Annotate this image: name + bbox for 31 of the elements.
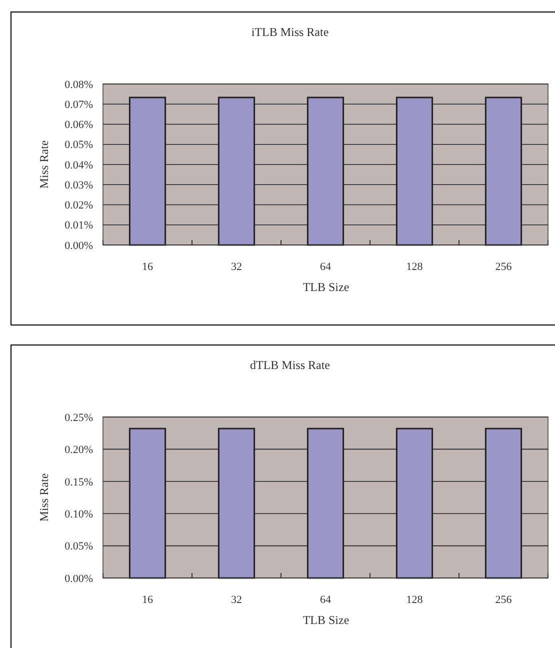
y-tick-label: 0.02% [64, 200, 93, 212]
y-tick-label: 0.04% [64, 159, 93, 172]
y-tick-label: 0.10% [64, 508, 93, 520]
x-tick-label: 32 [231, 260, 242, 273]
x-tick-label: 128 [406, 594, 424, 606]
y-tick-label: 0.25% [64, 412, 93, 424]
chart-title: dTLB Miss Rate [250, 358, 330, 372]
y-tick-label: 0.06% [64, 119, 93, 132]
y-tick-label: 0.05% [64, 139, 93, 152]
y-tick-label: 0.05% [64, 540, 93, 553]
y-axis-title: Miss Rate [37, 473, 51, 522]
x-tick-label: 256 [495, 260, 512, 273]
x-tick-label: 256 [495, 594, 512, 606]
x-tick-label: 128 [406, 260, 424, 273]
y-tick-label: 0.20% [64, 444, 93, 456]
y-tick-label: 0.00% [64, 572, 93, 585]
x-tick-label: 16 [142, 260, 154, 273]
y-tick-label: 0.07% [64, 98, 93, 111]
x-tick-label: 64 [320, 260, 332, 273]
x-axis-title: TLB Size [302, 280, 350, 294]
x-tick-label: 16 [142, 594, 154, 606]
chart-title: iTLB Miss Rate [251, 25, 329, 39]
x-tick-label: 64 [320, 594, 332, 606]
y-tick-label: 0.08% [64, 78, 93, 91]
y-tick-label: 0.00% [64, 240, 93, 252]
y-tick-label: 0.03% [64, 179, 93, 192]
y-axis-title: Miss Rate [37, 140, 51, 189]
y-tick-label: 0.15% [64, 476, 93, 488]
x-tick-label: 32 [231, 594, 242, 606]
y-tick-label: 0.01% [64, 220, 93, 232]
x-axis-title: TLB Size [302, 613, 350, 627]
